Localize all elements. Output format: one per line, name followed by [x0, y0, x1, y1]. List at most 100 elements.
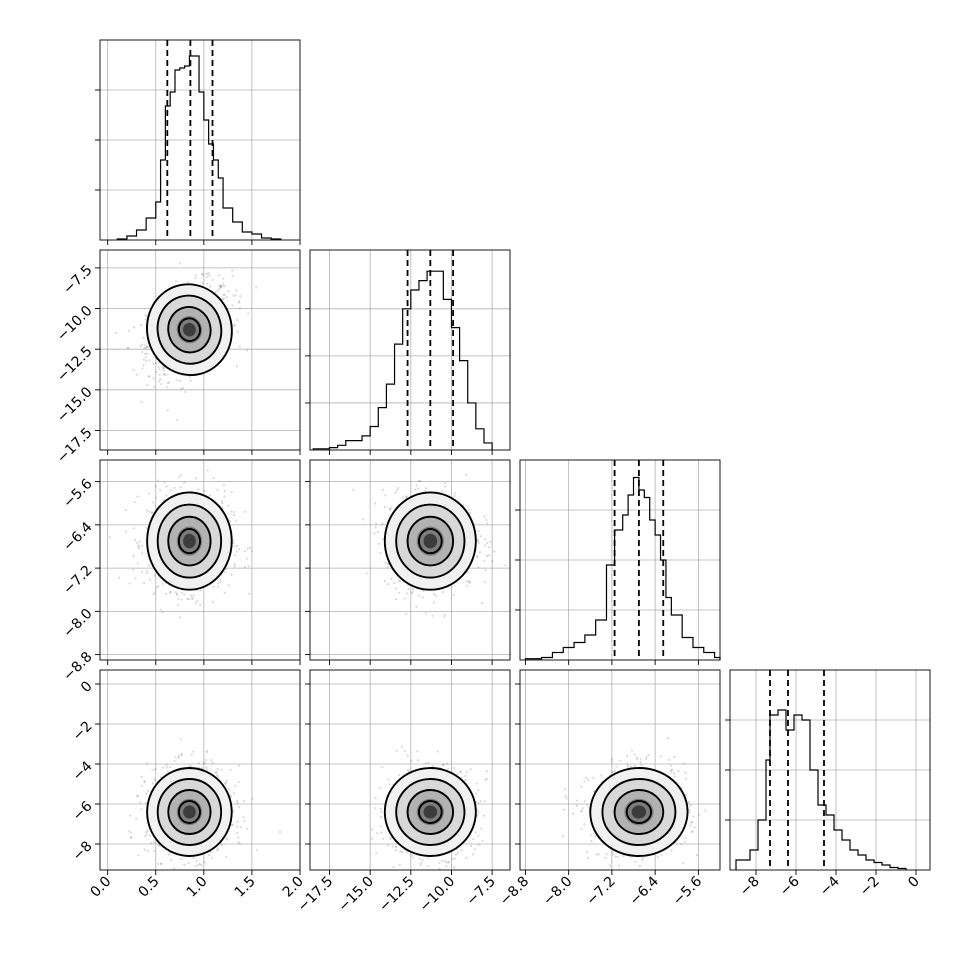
scatter-point: [434, 594, 437, 597]
scatter-point: [235, 825, 239, 828]
scatter-point: [162, 498, 165, 502]
scatter-point: [231, 304, 234, 307]
scatter-point: [370, 828, 374, 831]
scatter-point: [443, 613, 446, 617]
scatter-point: [173, 867, 176, 870]
scatter-point: [157, 380, 161, 383]
scatter-point: [236, 799, 239, 802]
scatter-point: [472, 853, 475, 856]
contour-line: [167, 306, 212, 354]
scatter-point: [215, 771, 218, 774]
scatter-point: [237, 300, 241, 303]
scatter-point: [460, 849, 463, 852]
scatter-point: [139, 345, 142, 348]
scatter-point: [278, 830, 282, 834]
scatter-point: [194, 477, 197, 480]
scatter-point: [162, 366, 165, 369]
scatter-point: [152, 377, 155, 380]
scatter-point: [145, 360, 148, 363]
scatter-point: [220, 285, 223, 288]
scatter-point: [417, 479, 420, 482]
scatter-point: [454, 853, 458, 856]
scatter-point: [179, 262, 182, 265]
scatter-point: [146, 346, 149, 349]
scatter-point: [453, 857, 456, 860]
scatter-point: [222, 282, 225, 285]
scatter-point: [436, 750, 439, 753]
scatter-point: [242, 799, 245, 803]
scatter-point: [143, 848, 147, 851]
scatter-point: [163, 481, 166, 484]
scatter-point: [605, 852, 608, 856]
scatter-point: [147, 564, 150, 567]
scatter-point: [403, 749, 406, 753]
scatter-point: [205, 766, 208, 769]
scatter-point: [469, 768, 472, 771]
scatter-point: [179, 473, 182, 477]
scatter-point: [146, 383, 149, 387]
scatter-point: [467, 579, 470, 583]
scatter-point: [230, 573, 233, 576]
scatter-point: [144, 313, 147, 317]
scatter-point: [129, 836, 133, 840]
scatter-point: [235, 550, 238, 553]
scatter-point: [583, 800, 587, 803]
scatter-point: [398, 773, 401, 777]
scatter-point: [146, 789, 150, 792]
scatter-point: [189, 594, 193, 597]
scatter-point: [443, 615, 446, 619]
scatter-point: [391, 845, 395, 848]
scatter-point: [128, 582, 131, 585]
scatter-point: [154, 496, 157, 499]
scatter-point: [188, 764, 191, 768]
scatter-point: [162, 369, 165, 372]
scatter-point: [159, 862, 162, 866]
scatter-point: [380, 831, 383, 834]
scatter-point: [480, 601, 484, 605]
scatter-point: [152, 501, 155, 504]
scatter-point: [148, 375, 151, 378]
scatter-point: [192, 594, 195, 597]
scatter-point: [201, 282, 204, 285]
scatter-point: [438, 453, 440, 455]
scatter-point: [216, 773, 219, 777]
scatter-point: [583, 823, 586, 826]
scatter-point: [352, 488, 355, 491]
scatter-panel-1-0: [95, 249, 301, 455]
scatter-point: [442, 763, 445, 766]
scatter-point: [211, 600, 214, 603]
scatter-point: [152, 593, 155, 596]
contour-line: [395, 503, 466, 579]
scatter-point: [406, 592, 409, 595]
scatter-point: [374, 806, 377, 810]
scatter-point: [135, 817, 138, 820]
scatter-point: [399, 580, 402, 583]
scatter-point: [243, 820, 246, 823]
scatter-point: [379, 786, 382, 790]
panel-frame: [309, 459, 511, 661]
scatter-point: [215, 848, 219, 852]
scatter-point: [406, 768, 409, 771]
scatter-point: [159, 378, 162, 381]
panel-frame: [519, 459, 721, 661]
scatter-point: [187, 280, 190, 284]
histogram-step-line: [524, 476, 721, 660]
panel-frame: [309, 669, 511, 871]
scatter-point: [381, 537, 385, 540]
scatter-point: [145, 792, 148, 796]
scatter-point: [485, 541, 488, 544]
scatter-point: [225, 838, 228, 841]
scatter-point: [132, 368, 135, 372]
scatter-point: [412, 856, 415, 859]
scatter-point: [381, 766, 384, 769]
histogram-step-line: [312, 270, 493, 450]
scatter-point: [238, 307, 242, 310]
contour-line: [167, 515, 212, 567]
scatter-point: [177, 756, 180, 759]
scatter-point: [141, 350, 144, 354]
scatter-point: [379, 807, 383, 810]
scatter-point: [424, 762, 427, 765]
scatter-point: [483, 800, 486, 803]
scatter-point: [216, 585, 220, 588]
scatter-point: [139, 801, 142, 804]
